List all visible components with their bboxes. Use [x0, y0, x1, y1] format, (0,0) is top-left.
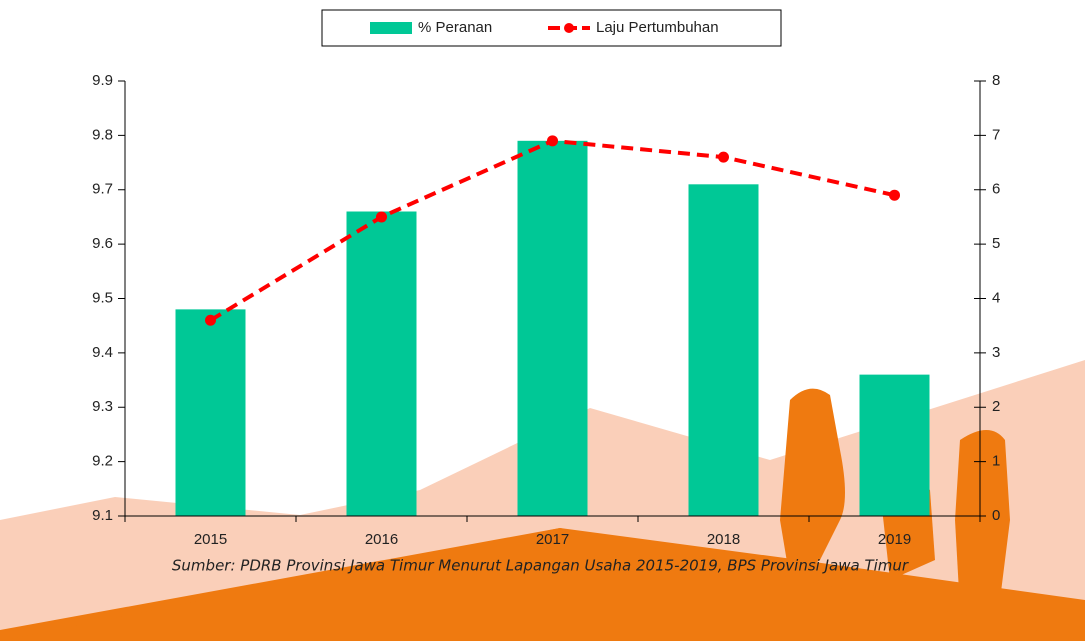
bar [346, 211, 417, 516]
line-point [889, 189, 900, 201]
x-tick-label: 2015 [194, 531, 227, 548]
legend-swatch [370, 22, 412, 34]
y-tick-label: 9.9 [92, 72, 113, 89]
legend-label: % Peranan [418, 19, 492, 36]
y2-tick-label: 2 [992, 398, 1000, 415]
y2-tick-label: 8 [992, 72, 1000, 89]
y2-tick-label: 6 [992, 181, 1000, 198]
y-tick-label: 9.4 [92, 344, 113, 361]
line-point [205, 314, 216, 326]
x-tick-label: 2019 [878, 531, 911, 548]
bar [859, 374, 930, 516]
x-tick-label: 2016 [365, 531, 398, 548]
y2-tick-label: 1 [992, 453, 1000, 470]
y-tick-label: 9.3 [92, 398, 113, 415]
y-tick-label: 9.7 [92, 181, 113, 198]
y-tick-label: 9.5 [92, 289, 113, 306]
line-point [718, 151, 729, 163]
y2-tick-label: 7 [992, 126, 1000, 143]
legend-label: Laju Pertumbuhan [596, 19, 719, 36]
y-tick-label: 9.6 [92, 235, 113, 252]
y-tick-label: 9.1 [92, 507, 113, 524]
y2-tick-label: 0 [992, 507, 1000, 524]
x-tick-label: 2017 [536, 531, 569, 548]
bar [688, 184, 759, 516]
y-tick-label: 9.2 [92, 453, 113, 470]
legend-swatch [564, 23, 574, 33]
y2-tick-label: 3 [992, 344, 1000, 361]
y2-tick-label: 5 [992, 235, 1000, 252]
y2-tick-label: 4 [992, 289, 1000, 306]
x-tick-label: 2018 [707, 531, 740, 548]
bar [517, 140, 588, 516]
line-point [547, 135, 558, 147]
y-tick-label: 9.8 [92, 126, 113, 143]
bar [175, 309, 246, 516]
line-point [376, 211, 387, 223]
source-note: Sumber: PDRB Provinsi Jawa Timur Menurut… [172, 557, 909, 575]
